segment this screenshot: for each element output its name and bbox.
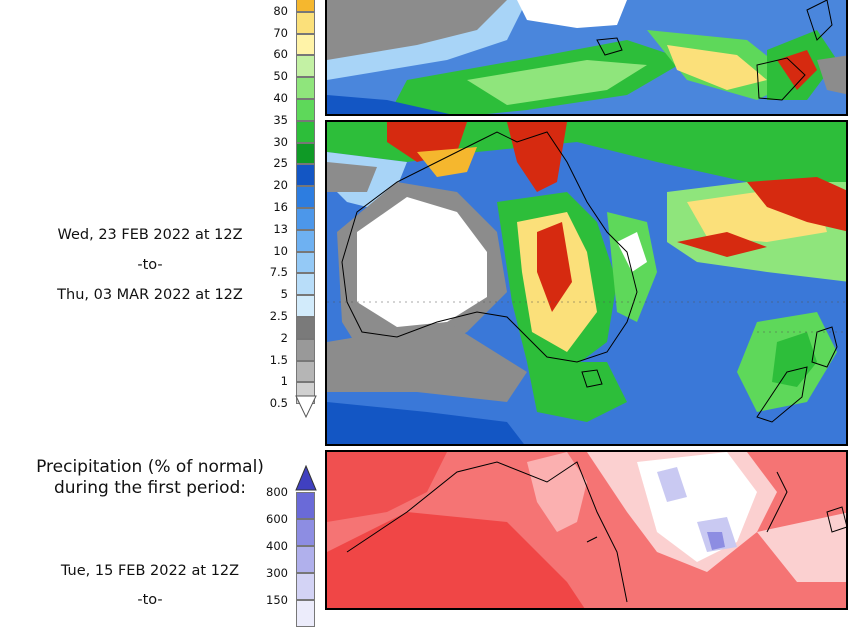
colorbar-tick-label: 2.5 [269, 309, 288, 323]
colorbar-tick-label: 13 [273, 221, 288, 236]
colorbar-cell [296, 208, 315, 230]
colorbar-tick-label: 25 [273, 156, 288, 171]
colorbar-cell [296, 77, 315, 99]
colorbar-cell [296, 229, 315, 252]
colorbar-cell [296, 99, 315, 121]
colorbar-tick-label: 5 [280, 287, 288, 302]
colorbar-cell [296, 273, 315, 296]
colorbar-end-triangle [295, 395, 317, 419]
percent-colorbar: 800 600 400 300 150 [0, 460, 320, 627]
map-panel-percent-of-normal [325, 450, 848, 610]
percent-colorbar-cell [296, 546, 315, 573]
precipitation-map-second-period [327, 122, 846, 444]
colorbar-tick-label: 2 [280, 330, 288, 345]
percent-title-line1: Precipitation (% of normal) [36, 457, 264, 477]
percent-colorbar-end-triangle [295, 465, 317, 491]
colorbar-cell [296, 295, 315, 317]
first-period-to-label: -to- [137, 592, 163, 608]
percent-colorbar-cell [296, 492, 315, 519]
colorbar-tick-label: 0.5 [269, 396, 288, 411]
colorbar-cell [296, 55, 315, 78]
period-start-date: Wed, 23 FEB 2022 at 12Z [57, 227, 243, 243]
colorbar-cell [296, 251, 315, 274]
percent-colorbar-tick-label: 600 [266, 512, 288, 526]
map-panel-first-period-top [325, 0, 848, 116]
colorbar-cell [296, 142, 315, 165]
colorbar-tick-label: 60 [273, 47, 288, 62]
colorbar-cell [296, 338, 315, 361]
period-end-date: Thu, 03 MAR 2022 at 12Z [57, 287, 243, 303]
precipitation-colorbar: 80 70 60 50 40 35 30 25 20 16 13 10 7.5 5 2.5 2 1.5 1 0.5 [0, 0, 320, 420]
colorbar-tick-label: 16 [273, 200, 288, 214]
colorbar-cell [296, 11, 315, 34]
colorbar-cell [296, 360, 315, 383]
precipitation-map-top [327, 0, 846, 114]
colorbar-cell [296, 120, 315, 143]
colorbar-cell [296, 164, 315, 187]
colorbar-cell [296, 186, 315, 208]
colorbar-tick-label: 7.5 [269, 265, 288, 280]
colorbar-tick-label: 50 [273, 69, 288, 84]
percent-colorbar-tick-label: 300 [266, 566, 288, 580]
colorbar-tick-label: 35 [273, 112, 288, 127]
colorbar-tick-label: 80 [273, 3, 288, 18]
colorbar-cell [296, 317, 315, 339]
colorbar-tick-label: 40 [273, 91, 288, 105]
colorbar-cell [296, 33, 315, 56]
colorbar-tick-label: 20 [273, 178, 288, 193]
first-period-start-date: Tue, 15 FEB 2022 at 12Z [60, 563, 240, 579]
percent-colorbar-cell [296, 519, 315, 546]
percent-of-normal-map [327, 452, 846, 608]
colorbar-tick-label: 1 [280, 374, 288, 389]
period-to-label: -to- [137, 257, 163, 273]
colorbar-tick-label: 10 [273, 243, 288, 258]
colorbar-tick-label: 70 [273, 25, 288, 40]
colorbar-cell [296, 0, 315, 12]
colorbar-tick-label: 30 [273, 134, 288, 149]
colorbar-tick-label: 1.5 [269, 352, 288, 367]
percent-colorbar-tick-label: 800 [266, 485, 288, 499]
percent-colorbar-tick-label: 400 [266, 539, 288, 553]
map-panel-second-period [325, 120, 848, 446]
percent-title-line2: during the first period: [53, 478, 247, 498]
